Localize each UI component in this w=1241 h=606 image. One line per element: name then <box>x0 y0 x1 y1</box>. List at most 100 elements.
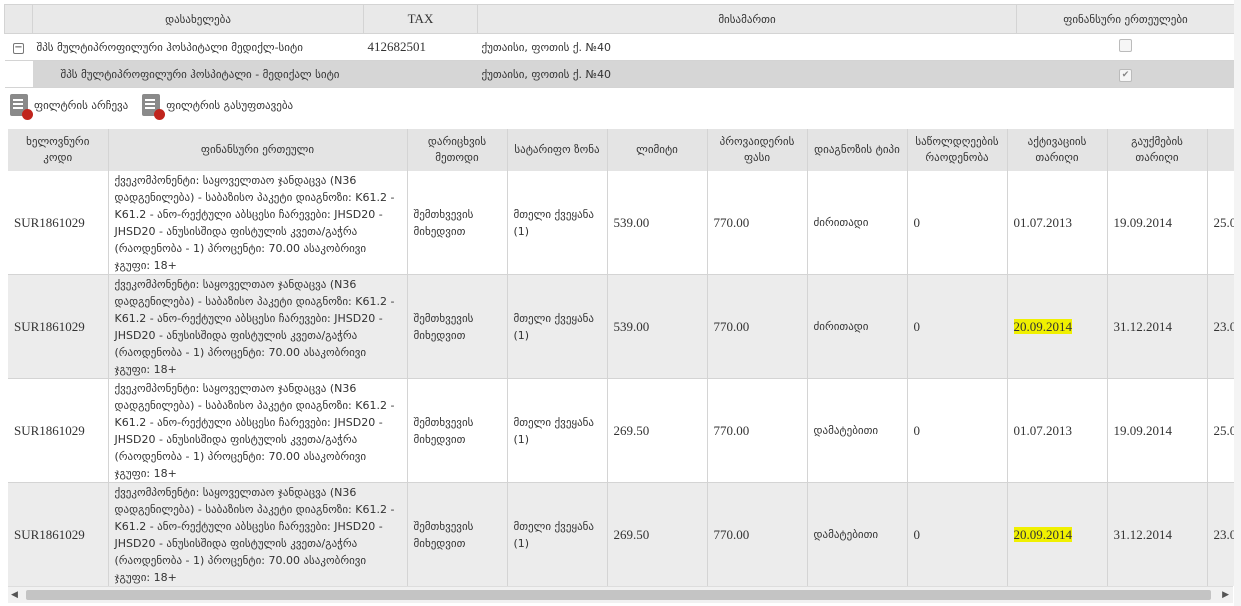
cell-zone: მთელი ქვეყანა (1) <box>507 171 608 275</box>
next-text: 23.0 <box>1213 527 1237 542</box>
cell-limit: 539.00 <box>607 274 708 379</box>
financial-units-checkbox[interactable] <box>1119 39 1132 52</box>
table-row[interactable]: SUR1861029 ქვეკომპონენტი: საყოველთაო ჯანდ… <box>8 378 1241 483</box>
method-text: შემთხვევის მიხედვით <box>413 519 474 550</box>
method-text: შემთხვევის მიხედვით <box>413 311 474 342</box>
column-header-method[interactable]: დარიცხვის მეთოდი <box>407 129 508 171</box>
column-header-address[interactable]: მისამართი <box>477 4 1017 34</box>
price-text: 770.00 <box>713 527 750 542</box>
filter-clear-button[interactable]: ფილტრის გასუფთავება <box>166 98 294 112</box>
diag_type-text: დამატებითი <box>813 424 879 437</box>
cell-cancel: 31.12.2014 <box>1107 274 1208 379</box>
activation-text: 20.09.2014 <box>1013 527 1072 542</box>
unit-text: ქვეკომპონენტი: საყოველთაო ჯანდაცვა (N36 … <box>114 485 395 584</box>
column-header-financial-units[interactable]: ფინანსური ერთეულები <box>1016 4 1235 34</box>
column-header-cancel-date[interactable]: გაუქმების თარიღი <box>1107 129 1208 171</box>
unit-text: ქვეკომპონენტი: საყოველთაო ჯანდაცვა (N36 … <box>114 277 395 376</box>
cell-activation: 01.07.2013 <box>1007 378 1108 483</box>
next-text: 23.0 <box>1213 319 1237 334</box>
zone-text: მთელი ქვეყანა (1) <box>513 415 595 446</box>
scroll-left-icon[interactable]: ◀ <box>11 590 18 600</box>
cell-unit: ქვეკომპონენტი: საყოველთაო ჯანდაცვა (N36 … <box>108 378 408 483</box>
branch-row[interactable]: შპს მულტიპროფილური ჰოსპიტალი - მედიქალ ს… <box>4 60 1235 88</box>
horizontal-scrollbar[interactable]: ◀ ▶ <box>8 586 1233 603</box>
cell-method: შემთხვევის მიხედვით <box>407 274 508 379</box>
method-text: შემთხვევის მიხედვით <box>413 207 474 238</box>
activation-text: 01.07.2013 <box>1013 215 1073 230</box>
activation-text: 20.09.2014 <box>1013 319 1072 334</box>
limit-text: 269.50 <box>613 527 650 542</box>
cell-unit: ქვეკომპონენტი: საყოველთაო ჯანდაცვა (N36 … <box>108 171 408 275</box>
cell-diag-type: ძირითადი <box>807 274 908 379</box>
cancel-text: 31.12.2014 <box>1113 527 1173 542</box>
cell-price: 770.00 <box>707 482 808 586</box>
column-header-zone[interactable]: სატარიფო ზონა <box>507 129 608 171</box>
cell-price: 770.00 <box>707 274 808 379</box>
next-text: 25.0 <box>1213 423 1237 438</box>
column-header-bed-days[interactable]: საწოლდღეების რაოდენობა <box>907 129 1008 171</box>
cell-code: SUR1861029 <box>8 378 109 483</box>
scroll-right-icon[interactable]: ▶ <box>1222 590 1229 600</box>
vertical-scrollbar[interactable] <box>1234 0 1241 606</box>
code-text: SUR1861029 <box>14 215 85 230</box>
table-row[interactable]: SUR1861029 ქვეკომპონენტი: საყოველთაო ჯანდ… <box>8 482 1241 586</box>
cell-price: 770.00 <box>707 378 808 483</box>
method-text: შემთხვევის მიხედვით <box>413 415 474 446</box>
collapse-icon[interactable]: − <box>13 42 24 54</box>
financial-units-checkbox-checked[interactable]: ✔ <box>1119 68 1132 82</box>
provider-address: ქუთაისი, ფოთის ქ. №40 <box>477 33 1017 61</box>
cell-activation: 01.07.2013 <box>1007 171 1108 275</box>
column-header-price[interactable]: პროვაიდერის ფასი <box>707 129 808 171</box>
cell-diag-type: ძირითადი <box>807 171 908 275</box>
column-header-diag-type[interactable]: დიაგნოზის ტიპი <box>807 129 908 171</box>
diag_type-text: ძირითადი <box>813 320 869 333</box>
bed_days-text: 0 <box>913 527 921 542</box>
table-row[interactable]: SUR1861029 ქვეკომპონენტი: საყოველთაო ჯანდ… <box>8 274 1241 379</box>
diag_type-text: ძირითადი <box>813 216 869 229</box>
filter-select-icon[interactable] <box>10 94 33 120</box>
bed_days-text: 0 <box>913 215 921 230</box>
column-header-unit[interactable]: ფინანსური ერთეული <box>108 129 408 171</box>
zone-text: მთელი ქვეყანა (1) <box>513 519 595 550</box>
filter-clear-icon[interactable] <box>142 94 166 120</box>
zone-text: მთელი ქვეყანა (1) <box>513 207 595 238</box>
filter-select-button[interactable]: ფილტრის არჩევა <box>34 98 129 112</box>
diag_type-text: დამატებითი <box>813 528 879 541</box>
cell-zone: მთელი ქვეყანა (1) <box>507 482 608 586</box>
scrollbar-thumb[interactable] <box>26 590 1211 600</box>
cell-zone: მთელი ქვეყანა (1) <box>507 274 608 379</box>
bed_days-text: 0 <box>913 423 921 438</box>
filter-toolbar: ფილტრის არჩევა ფილტრის გასუფთავება <box>10 94 301 120</box>
cancel-text: 31.12.2014 <box>1113 319 1173 334</box>
column-header-tax[interactable]: TAX <box>363 4 478 34</box>
column-header-code[interactable]: ხელოვნური კოდი <box>8 129 109 171</box>
price-text: 770.00 <box>713 423 750 438</box>
cell-bed-days: 0 <box>907 378 1008 483</box>
bed_days-text: 0 <box>913 319 921 334</box>
cell-bed-days: 0 <box>907 482 1008 586</box>
provider-table: დასახელება TAX მისამართი ფინანსური ერთეუ… <box>4 4 1235 88</box>
cell-cancel: 19.09.2014 <box>1107 378 1208 483</box>
cell-unit: ქვეკომპონენტი: საყოველთაო ჯანდაცვა (N36 … <box>108 274 408 379</box>
provider-row[interactable]: − შპს მულტიპროფილური ჰოსპიტალი მედიქლ-სი… <box>4 33 1235 61</box>
cell-code: SUR1861029 <box>8 274 109 379</box>
cell-limit: 269.50 <box>607 482 708 586</box>
column-header-name[interactable]: დასახელება <box>32 4 364 34</box>
limit-text: 539.00 <box>613 319 650 334</box>
column-header-activation-date[interactable]: აქტივაციის თარიღი <box>1007 129 1108 171</box>
next-text: 25.0 <box>1213 215 1237 230</box>
branch-name: შპს მულტიპროფილური ჰოსპიტალი - მედიქალ ს… <box>32 60 364 88</box>
cell-activation: 20.09.2014 <box>1007 274 1108 379</box>
cell-method: შემთხვევის მიხედვით <box>407 378 508 483</box>
expand-column-header <box>4 4 33 34</box>
unit-text: ქვეკომპონენტი: საყოველთაო ჯანდაცვა (N36 … <box>114 173 395 272</box>
unit-text: ქვეკომპონენტი: საყოველთაო ჯანდაცვა (N36 … <box>114 381 395 480</box>
branch-address: ქუთაისი, ფოთის ქ. №40 <box>477 60 1017 88</box>
cancel-text: 19.09.2014 <box>1113 423 1173 438</box>
cell-limit: 539.00 <box>607 171 708 275</box>
cancel-text: 19.09.2014 <box>1113 215 1173 230</box>
financial-units-grid: ხელოვნური კოდი ფინანსური ერთეული დარიცხვის… <box>8 129 1241 586</box>
table-row[interactable]: SUR1861029 ქვეკომპონენტი: საყოველთაო ჯანდ… <box>8 171 1241 275</box>
cell-code: SUR1861029 <box>8 482 109 586</box>
column-header-limit[interactable]: ლიმიტი <box>607 129 708 171</box>
